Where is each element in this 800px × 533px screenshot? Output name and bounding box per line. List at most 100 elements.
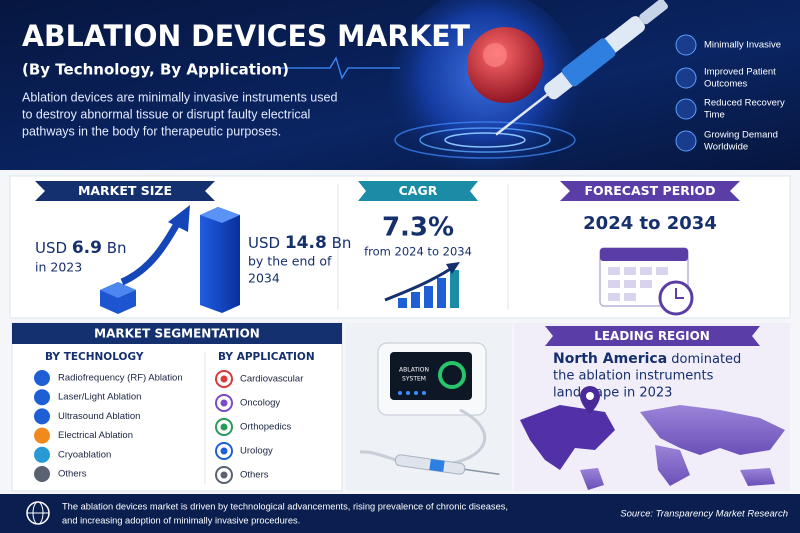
decoration <box>655 445 690 486</box>
segment-item: Others <box>240 470 269 481</box>
decoration <box>545 326 760 346</box>
decoration <box>675 288 684 299</box>
decoration <box>608 280 620 288</box>
highlight-text: Outcomes <box>704 79 748 90</box>
period: by the end of <box>248 254 332 269</box>
decoration <box>394 121 576 159</box>
screen-text: ABLATION <box>399 367 429 374</box>
segment-item: Urology <box>240 446 273 457</box>
decoration <box>406 391 410 395</box>
group <box>394 454 500 475</box>
segment-icon <box>34 446 50 463</box>
decoration <box>437 278 446 308</box>
decoration <box>358 181 478 201</box>
decoration <box>450 270 459 308</box>
decoration <box>411 292 420 308</box>
group: Radiofrequency (RF) Ablation Laser/Light … <box>34 370 303 484</box>
period: 2034 <box>248 271 280 286</box>
decoration: North America dominated <box>553 351 741 367</box>
subtitle: (By Technology, By Application) <box>22 61 289 79</box>
currency: USD <box>248 234 280 252</box>
highlight-text: Minimally Invasive <box>704 40 781 51</box>
decoration <box>639 0 668 25</box>
decoration <box>640 280 652 288</box>
decoration: USD 6.9 Bn <box>35 238 127 258</box>
decoration <box>168 205 190 232</box>
segment-item: Others <box>58 469 87 480</box>
decoration <box>100 282 136 298</box>
region: North America <box>553 351 667 367</box>
highlight-text: Reduced Recovery <box>704 98 785 109</box>
decoration <box>740 468 775 486</box>
highlight-text: Worldwide <box>704 142 748 153</box>
segment-icon <box>34 389 50 406</box>
highlight-icon <box>675 130 697 152</box>
decoration <box>200 207 240 223</box>
decoration <box>414 391 418 395</box>
decoration <box>384 266 453 302</box>
decoration <box>608 267 620 275</box>
decoration <box>11 322 343 492</box>
segment-icon-dot <box>220 471 228 479</box>
cagr-value: 7.3% <box>382 213 454 243</box>
decoration <box>464 468 500 475</box>
segment-icon-dot <box>220 399 228 407</box>
segment-item: Orthopedics <box>240 422 291 433</box>
decoration <box>438 361 466 389</box>
decoration: USD 14.8 Bn <box>248 233 351 253</box>
decoration <box>640 405 785 455</box>
segment-icon-dot <box>220 423 228 431</box>
decoration <box>200 207 240 313</box>
footer-text: The ablation devices market is driven by… <box>62 501 508 511</box>
decoration <box>12 323 342 344</box>
decoration <box>422 391 426 395</box>
source: Source: Transparency Market Research <box>620 509 788 520</box>
highlight-text: Growing Demand <box>704 130 778 141</box>
decoration <box>520 405 615 470</box>
segment-icon <box>34 370 50 386</box>
section-heading: MARKET SIZE <box>78 183 172 198</box>
column-title: BY TECHNOLOGY <box>45 351 144 363</box>
highlight-icon <box>675 34 697 56</box>
segment-icon <box>34 427 50 444</box>
decoration <box>35 181 215 201</box>
segment-item: Electrical Ablation <box>58 430 133 441</box>
decoration <box>419 127 551 153</box>
decoration <box>120 220 182 286</box>
description-line: to destroy abnormal tissue or disrupt fa… <box>22 107 310 121</box>
segment-item: Radiofrequency (RF) Ablation <box>58 373 183 384</box>
decoration <box>495 93 549 136</box>
highlight-icon <box>675 98 697 120</box>
group: Minimally Invasive Improved PatientOutcom… <box>675 34 785 153</box>
section-heading: MARKET SEGMENTATION <box>94 327 260 341</box>
segment-item: Oncology <box>240 398 280 409</box>
decoration <box>446 262 460 274</box>
decoration <box>560 181 740 201</box>
decoration <box>608 293 620 301</box>
decoration <box>561 38 616 87</box>
region-text: the ablation instruments <box>553 369 714 384</box>
description-line: pathways in the body for therapeutic pur… <box>22 124 281 138</box>
group: Ablation devices are minimally invasive … <box>22 90 337 138</box>
decoration <box>398 391 402 395</box>
group <box>398 391 426 395</box>
unit: Bn <box>332 234 352 252</box>
group <box>608 267 668 301</box>
decoration <box>600 248 688 261</box>
forecast-range: 2024 to 2034 <box>583 213 717 234</box>
decoration <box>429 459 445 472</box>
decoration <box>624 293 636 301</box>
decoration <box>580 468 604 490</box>
decoration <box>0 494 800 533</box>
value: 6.9 <box>72 238 102 258</box>
title: ABLATION DEVICES MARKET <box>22 19 470 53</box>
value: 14.8 <box>285 233 327 253</box>
decoration <box>483 43 507 67</box>
decoration <box>586 392 594 400</box>
segment-icon <box>34 466 50 482</box>
segment-icon-dot <box>220 375 228 383</box>
unit: Bn <box>107 239 127 257</box>
decoration <box>656 267 668 275</box>
